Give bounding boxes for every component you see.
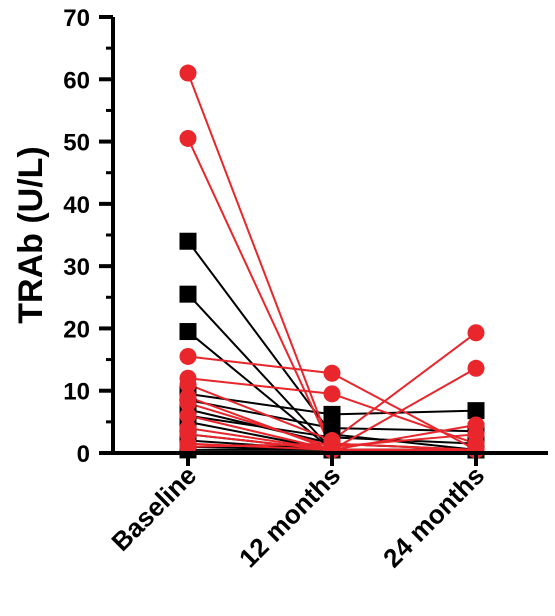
y-tick-label: 40 [63,192,90,219]
red-series-point [323,435,341,453]
black-series-point [179,323,197,341]
red-series-point [467,416,485,434]
black-series-point [467,402,485,420]
black-series-point [179,232,197,250]
axis-ticks: 0 10 20 30 40 50 60 70 Baseline 12 months 24 month… [63,5,490,573]
x-category-label: 12 months [233,460,346,573]
black-series-point [323,405,341,423]
y-tick-label: 50 [63,130,90,157]
y-tick-label: 30 [63,254,90,281]
red-series-point [179,394,197,412]
y-tick-label: 20 [63,316,90,343]
red-series-point [179,375,197,393]
y-tick-label: 10 [63,379,90,406]
red-series-point [323,385,341,403]
y-tick-label: 70 [63,5,90,32]
red-series-point [179,64,197,82]
y-tick-label: 60 [63,67,90,94]
red-series-point [467,324,485,342]
x-category-label: Baseline [105,460,202,557]
red-series-point [467,359,485,377]
black-series-point [179,285,197,303]
red-series-point [323,364,341,382]
red-series-point [179,347,197,365]
y-tick-label: 0 [77,441,90,468]
red-series-point [179,129,197,147]
y-axis-title: TRAb (U/L) [12,146,50,324]
red-series-point [179,407,197,425]
x-category-label: 24 months [377,460,490,573]
